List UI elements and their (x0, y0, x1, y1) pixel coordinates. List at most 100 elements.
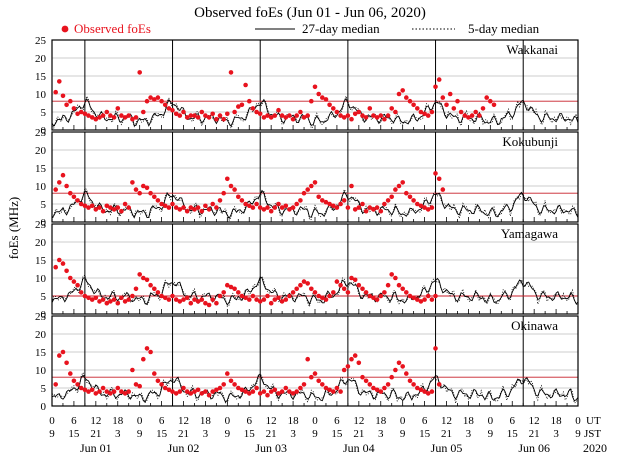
observed-point (466, 115, 471, 120)
observed-point (188, 300, 194, 306)
x-tick-jst: 15 (507, 428, 519, 440)
observed-point (312, 84, 318, 90)
x-tick-jst: 9 (312, 428, 318, 440)
observed-point (407, 194, 413, 200)
observed-point (294, 286, 300, 292)
x-tick-ut: 12 (266, 415, 277, 427)
observed-point (210, 297, 215, 302)
observed-point (159, 98, 164, 104)
observed-point (341, 367, 347, 373)
observed-point (119, 389, 124, 394)
y-tick-label: 25 (35, 35, 47, 47)
x-tick-jst: 15 (244, 428, 256, 440)
observed-point (360, 201, 365, 207)
x-tick-jst: 3 (203, 428, 209, 440)
x-tick-ut: 0 (312, 415, 318, 427)
observed-point (162, 203, 168, 209)
observed-point (236, 385, 241, 391)
observed-point (247, 297, 252, 302)
observed-point (144, 346, 150, 351)
observed-point (316, 293, 322, 299)
observed-point (334, 385, 340, 391)
observed-point (327, 102, 332, 108)
observed-point (250, 293, 256, 299)
observed-point (320, 295, 325, 301)
observed-point (444, 102, 449, 108)
y-tick-label: 15 (35, 255, 47, 267)
median-5day-line (51, 274, 579, 308)
observed-point (338, 201, 343, 207)
observed-point (279, 113, 285, 118)
observed-point (57, 79, 62, 84)
observed-point (422, 389, 427, 394)
y-tick-label: 15 (35, 71, 47, 83)
observed-point (473, 109, 479, 115)
observed-point (89, 115, 95, 120)
observed-point (104, 109, 110, 115)
observed-point (396, 360, 402, 366)
observed-point (374, 205, 380, 210)
observed-point (203, 389, 208, 394)
observed-point (287, 389, 292, 394)
observed-point (276, 295, 281, 301)
x-tick-ut: 0 (575, 415, 581, 427)
observed-point (371, 295, 376, 301)
observed-point (400, 286, 406, 292)
observed-point (239, 293, 245, 299)
observed-point (57, 353, 62, 358)
observed-point (210, 389, 215, 394)
observed-point (166, 106, 172, 111)
observed-point (272, 297, 278, 302)
observed-point (221, 190, 226, 196)
x-tick-ut: 12 (90, 415, 101, 427)
observed-point (261, 207, 267, 212)
observed-point (108, 299, 113, 304)
observed-point (458, 109, 464, 115)
observed-point (415, 385, 420, 391)
observed-point (265, 293, 270, 299)
observed-point (159, 382, 164, 387)
observed-point (385, 113, 391, 118)
station-name: Kokubunji (502, 134, 558, 149)
observed-point (188, 205, 194, 210)
observed-point (236, 290, 241, 295)
observed-point (360, 286, 365, 292)
observed-point (320, 382, 325, 387)
y-tick-label: 25 (35, 311, 47, 323)
observed-point (389, 272, 395, 277)
observed-point (331, 389, 336, 394)
observed-point (400, 364, 406, 369)
observed-point (298, 109, 303, 115)
observed-point (268, 389, 274, 394)
observed-point (349, 116, 354, 122)
observed-point (378, 389, 384, 394)
day-label: Jun 02 (168, 441, 200, 455)
observed-point (177, 299, 183, 304)
observed-point (78, 385, 84, 391)
observed-point (60, 172, 66, 178)
observed-point (199, 208, 205, 214)
observed-point (272, 205, 278, 210)
observed-point (393, 275, 398, 281)
observed-point (199, 297, 205, 302)
observed-point (374, 387, 380, 393)
observed-point (305, 113, 311, 118)
observed-point (374, 297, 380, 302)
observed-point (276, 201, 281, 207)
x-tick-jst: 15 (68, 428, 80, 440)
observed-point (130, 367, 135, 373)
observed-point (247, 203, 252, 209)
observed-point (425, 207, 431, 212)
station-name: Wakkanai (506, 42, 558, 57)
observed-point (57, 257, 62, 263)
observed-point (214, 205, 219, 210)
observed-point (97, 115, 102, 120)
x-tick-jst: 21 (441, 428, 452, 440)
observed-point (188, 391, 194, 396)
observed-point (115, 300, 121, 306)
day-label: Jun 06 (518, 441, 550, 455)
station-name: Okinawa (511, 318, 558, 333)
observed-point (236, 194, 241, 200)
observed-point (352, 353, 358, 358)
